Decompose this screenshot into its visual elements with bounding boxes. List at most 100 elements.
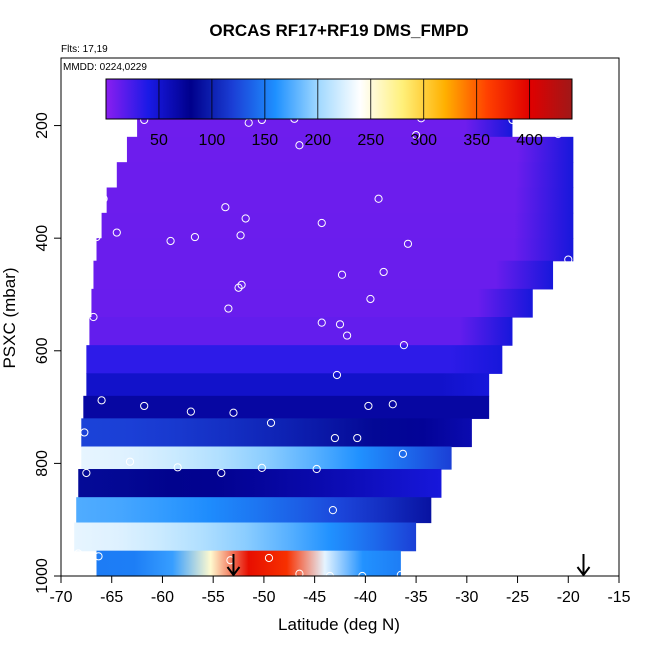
sample-point	[332, 370, 342, 380]
y-tick-label: 1000	[34, 558, 51, 594]
sample-point	[89, 312, 98, 322]
y-tick-label: 800	[34, 450, 51, 477]
sample-point	[80, 428, 89, 437]
sample-point	[398, 449, 408, 458]
colorbar: 50 100 150 200 250 300 350 400	[105, 78, 573, 149]
y-tick-label: 200	[34, 112, 51, 139]
heatmap-band	[93, 260, 554, 290]
sample-point	[399, 341, 409, 350]
heatmap-band	[86, 373, 490, 397]
sample-point	[295, 141, 304, 150]
heatmap-band	[81, 418, 472, 448]
colorbar-tick-label: 300	[410, 132, 437, 149]
heatmap-band	[96, 550, 401, 577]
sample-point	[99, 194, 108, 203]
colorbar-tick-label: 50	[150, 132, 168, 149]
x-tick-label: -60	[151, 589, 174, 606]
x-tick-label: -15	[607, 589, 630, 606]
sample-point	[82, 468, 91, 478]
sample-point	[353, 433, 362, 443]
sample-point	[343, 331, 352, 340]
sample-point	[564, 255, 573, 264]
sample-point	[328, 506, 337, 515]
heatmap-band	[116, 162, 574, 189]
heatmap-band	[83, 395, 490, 419]
sample-point	[554, 129, 563, 139]
sample-point	[374, 194, 383, 203]
sample-point	[257, 463, 266, 472]
x-axis-label: Latitude (deg N)	[278, 615, 400, 634]
heatmap-band	[91, 288, 533, 318]
sample-point	[229, 408, 238, 417]
sample-point	[264, 553, 274, 563]
colorbar-tick-label: 100	[199, 132, 226, 149]
y-axis-label: PSXC (mbar)	[0, 267, 19, 368]
sample-point	[217, 468, 226, 478]
sample-point	[166, 236, 175, 246]
x-tick-label: -30	[455, 589, 478, 606]
sample-point	[317, 218, 326, 228]
y-tick-label: 600	[34, 337, 51, 364]
sample-point	[295, 569, 304, 578]
x-tick-label: -70	[49, 589, 72, 606]
sample-point	[312, 464, 321, 474]
sample-point	[337, 270, 347, 279]
sample-point	[94, 552, 103, 561]
surface-arrow-marker	[226, 554, 241, 577]
heatmap-band	[106, 187, 574, 214]
colorbar-tick-label: 150	[252, 132, 279, 149]
sample-point	[366, 294, 375, 304]
sample-point	[236, 231, 245, 240]
sample-point	[234, 283, 243, 292]
heatmap-band	[89, 317, 513, 346]
x-tick-label: -45	[303, 589, 326, 606]
heatmap-band	[76, 497, 432, 524]
sample-point	[379, 267, 388, 277]
sample-point	[241, 214, 250, 223]
y-axis: 200 400 600 800 1000	[34, 112, 61, 594]
heatmap-band	[101, 212, 574, 239]
x-tick-label: -35	[405, 589, 428, 606]
date-annotation: MMDD: 0224,0229	[63, 62, 147, 73]
colorbar-tick-label: 250	[357, 132, 384, 149]
sample-point	[186, 407, 195, 416]
sample-point	[221, 203, 230, 212]
colorbar-tick-label: 400	[516, 132, 543, 149]
colorbar-gradient	[105, 78, 573, 120]
heatmap-band	[96, 238, 574, 262]
colorbar-tick-label: 350	[463, 132, 490, 149]
sample-point	[411, 131, 421, 140]
sample-point	[224, 304, 233, 313]
heatmap-band	[126, 136, 574, 163]
x-tick-label: -55	[202, 589, 225, 606]
sample-point	[317, 318, 326, 327]
sample-point	[112, 228, 121, 237]
heatmap-band	[86, 345, 503, 374]
heatmap-band	[81, 446, 452, 470]
sample-point	[364, 401, 373, 411]
sample-point	[388, 400, 397, 409]
sample-point	[74, 549, 83, 558]
x-tick-label: -40	[354, 589, 377, 606]
sample-point	[403, 239, 413, 248]
sample-point	[140, 401, 149, 411]
sample-point	[266, 418, 276, 427]
x-axis: -70 -65 -60 -55 -50 -45 -40 -35 -30 -25 -20 -15	[49, 576, 631, 606]
plot-area	[74, 108, 591, 581]
colorbar-tick-label: 200	[304, 132, 331, 149]
y-tick-label: 400	[34, 225, 51, 252]
heatmap-band	[78, 469, 442, 498]
sample-point	[173, 463, 182, 472]
sample-point	[330, 433, 340, 443]
x-tick-label: -50	[252, 589, 275, 606]
heatmap-band	[74, 522, 417, 552]
sample-point	[396, 570, 405, 579]
sample-point	[97, 396, 106, 405]
sample-point	[125, 457, 135, 466]
x-tick-label: -20	[557, 589, 580, 606]
sample-point	[335, 320, 345, 329]
x-tick-label: -25	[506, 589, 529, 606]
chart-title: ORCAS RF17+RF19 DMS_FMPD	[209, 21, 468, 40]
surface-arrow-marker	[576, 554, 591, 577]
